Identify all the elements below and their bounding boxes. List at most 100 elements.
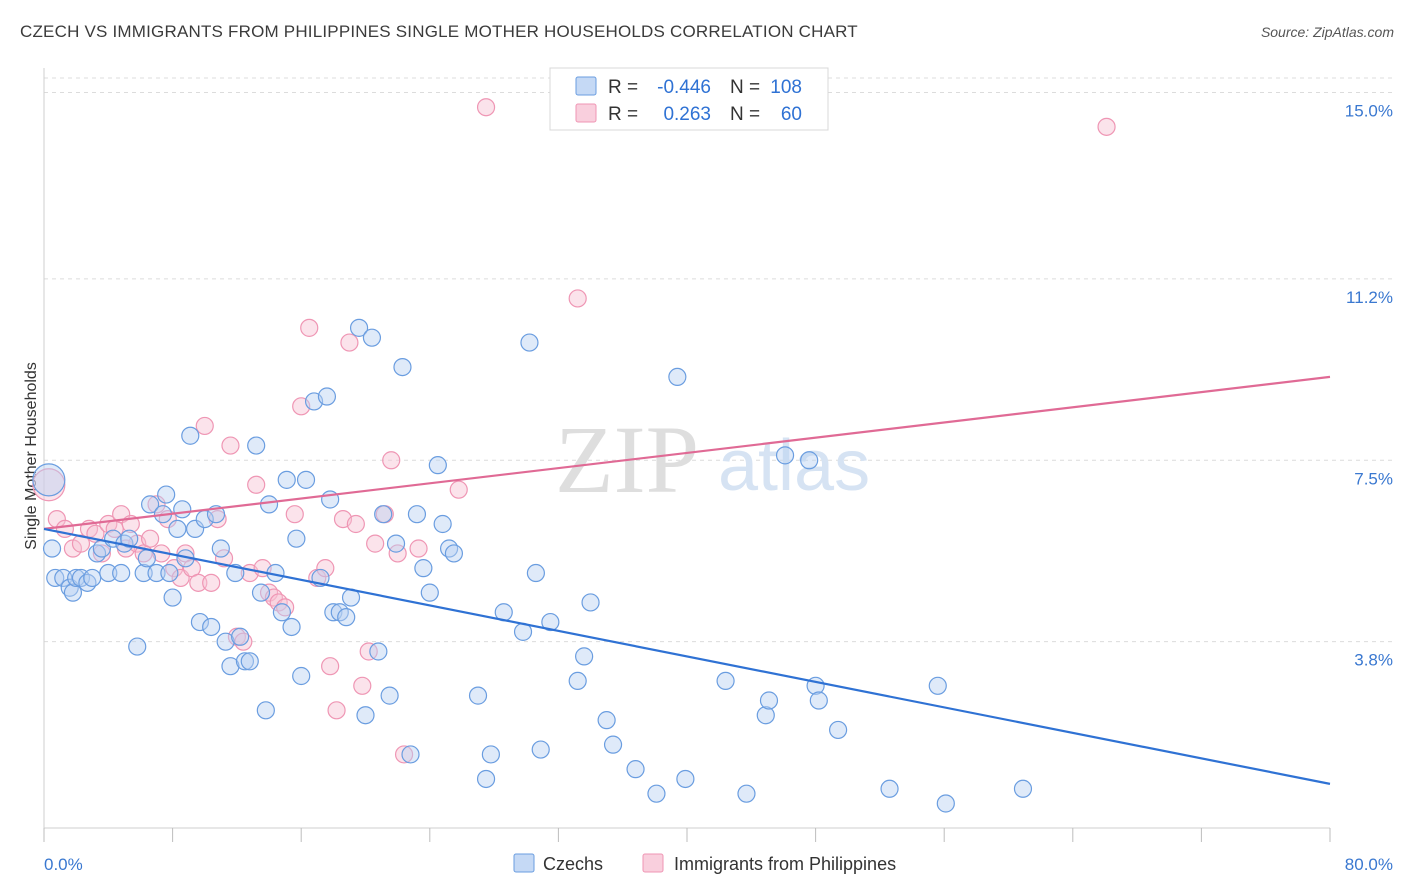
czech-point — [190, 612, 210, 632]
y-tick-labels: 3.8% 7.5% 11.2% 15.0% — [1345, 102, 1393, 670]
czech-point — [251, 583, 271, 602]
czech-point — [407, 505, 427, 524]
czech-point — [575, 647, 594, 666]
czech-point — [247, 436, 266, 455]
czech-point — [800, 451, 819, 470]
czech-point — [317, 387, 337, 406]
y-tick-label: 15.0% — [1345, 102, 1393, 121]
philippines-point — [321, 657, 340, 676]
philippines-point — [476, 98, 496, 117]
philippines-n-label: N = — [730, 104, 760, 125]
czech-point — [54, 568, 73, 588]
philippines-point — [189, 573, 208, 592]
czech-point — [231, 627, 250, 646]
czech-point — [386, 534, 406, 553]
philippines-point — [195, 416, 214, 436]
philippines-point — [409, 539, 428, 558]
czech-point — [597, 711, 616, 730]
czech-n-label: N = — [730, 77, 760, 98]
czech-point — [83, 568, 102, 588]
czech-point — [676, 769, 695, 789]
czech-point — [134, 563, 153, 583]
x-tick-label-max: 80.0% — [1345, 855, 1393, 874]
czech-point — [369, 642, 388, 661]
czech-point — [63, 583, 83, 602]
czech-point — [829, 720, 848, 740]
philippines-point — [276, 598, 295, 617]
philippines-point — [568, 289, 587, 308]
legend-czech-swatch — [513, 853, 535, 873]
czech-point — [531, 740, 550, 759]
source-label: Source: ZipAtlas.com — [1260, 24, 1394, 40]
czech-r-value: -0.446 — [657, 77, 711, 98]
czech-point — [356, 706, 375, 725]
czech-point — [716, 671, 735, 691]
czech-points — [32, 318, 1033, 813]
trend-lines — [43, 375, 1331, 785]
stats-legend: R = -0.446 N = 108 R = 0.263 N = 60 — [549, 67, 829, 131]
philippines-r-value: 0.263 — [663, 104, 711, 125]
czech-r-label: R = — [608, 77, 638, 98]
czech-point — [287, 529, 306, 548]
philippines-point — [449, 480, 468, 499]
czech-point — [603, 735, 623, 754]
czech-point — [393, 357, 412, 377]
czech-point — [160, 563, 179, 583]
czech-point — [526, 563, 545, 583]
czech-point — [259, 495, 279, 514]
czech-point — [380, 686, 399, 705]
watermark-atlas: atlas — [718, 426, 870, 506]
legend-philippines-label: Immigrants from Philippines — [674, 854, 896, 874]
czech-point — [186, 519, 205, 539]
philippines-point — [247, 475, 266, 494]
czech-point — [1013, 779, 1033, 798]
czech-point — [147, 563, 166, 583]
chart-title: CZECH VS IMMIGRANTS FROM PHILIPPINES SIN… — [20, 22, 858, 41]
czech-point — [181, 426, 200, 445]
x-tick-labels: 0.0% 80.0% — [43, 828, 1393, 874]
czech-point — [759, 691, 779, 710]
czech-point — [240, 652, 259, 671]
philippines-point — [92, 544, 111, 563]
czech-point — [272, 603, 292, 622]
philippines-trend-line — [43, 375, 1331, 530]
philippines-point — [327, 701, 346, 720]
czech-point — [581, 593, 600, 612]
philippines-r-label: R = — [608, 104, 638, 125]
czech-point — [337, 608, 356, 627]
czech-point — [880, 779, 899, 798]
czech-point — [401, 745, 420, 764]
czech-point — [128, 637, 147, 656]
legend-philippines-swatch — [642, 853, 664, 873]
philippines-n-value: 60 — [781, 104, 802, 125]
czech-n-value: 108 — [770, 77, 802, 98]
grid-lines — [44, 77, 1392, 643]
philippines-point — [202, 573, 221, 592]
czech-point — [362, 328, 382, 347]
philippines-point — [234, 632, 253, 651]
czech-point — [626, 760, 645, 779]
philippines-point — [353, 676, 372, 695]
czech-point — [433, 514, 452, 534]
x-tick-label-min: 0.0% — [44, 855, 83, 874]
philippines-point — [1097, 117, 1116, 136]
czech-point — [936, 794, 955, 813]
czech-point — [163, 588, 182, 607]
watermark: ZIP atlas — [555, 406, 870, 513]
philippines-point — [140, 529, 160, 548]
czech-point — [414, 559, 433, 578]
czech-point — [32, 463, 66, 497]
philippines-point — [300, 318, 319, 337]
czech-point — [444, 544, 464, 563]
czech-point — [481, 745, 500, 764]
czech-point — [647, 784, 666, 803]
philippines-swatch — [575, 103, 597, 123]
philippines-point — [285, 505, 304, 524]
philippines-point — [221, 436, 240, 455]
czech-point — [568, 671, 587, 691]
czech-point — [173, 500, 192, 519]
czech-point — [120, 529, 139, 548]
czech-point — [99, 563, 118, 583]
czech-point — [67, 568, 86, 588]
czech-point — [668, 367, 687, 387]
